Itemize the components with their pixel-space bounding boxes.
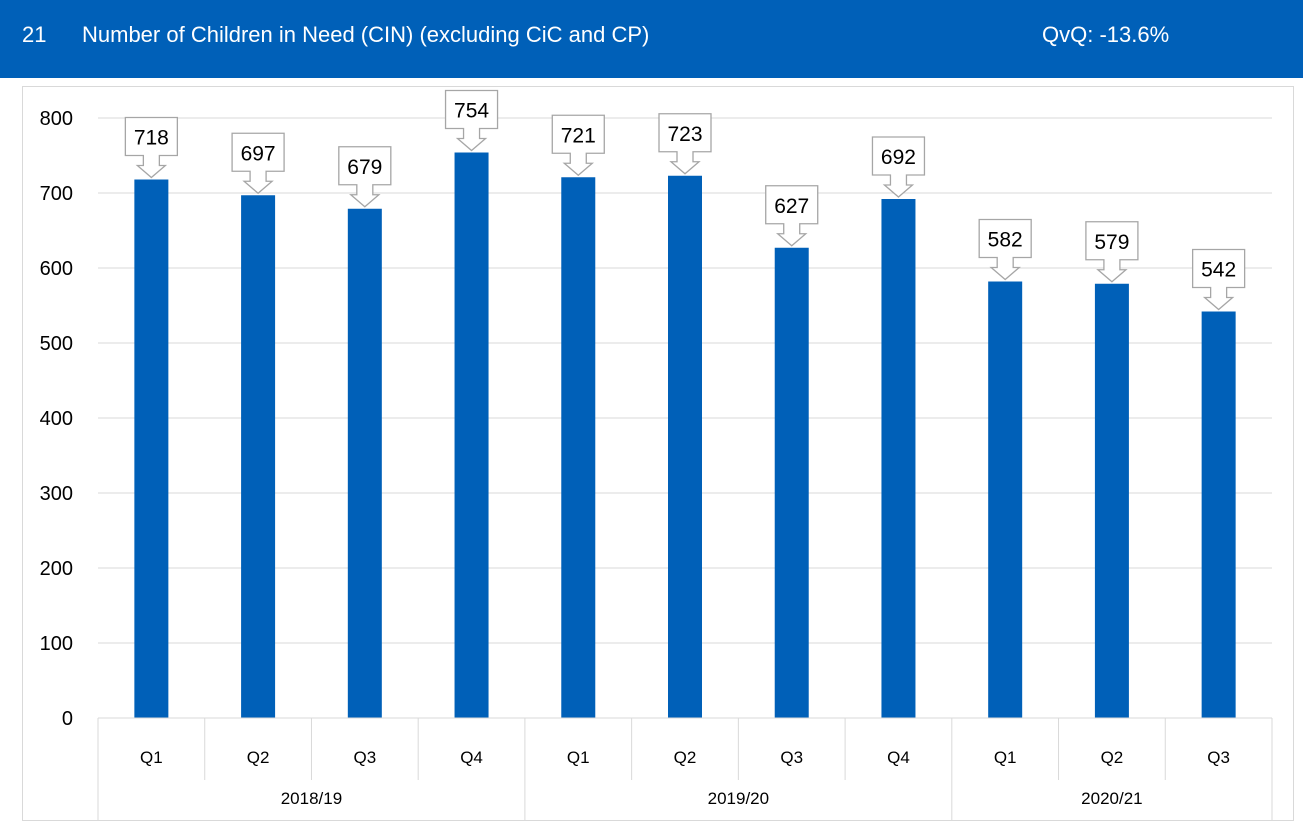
bars: [134, 152, 1236, 718]
data-label-callout: [871, 136, 926, 198]
x-tick-label: Q2: [1101, 748, 1124, 767]
data-label: 754: [454, 100, 489, 123]
data-label: 718: [134, 127, 169, 150]
chart-title: Number of Children in Need (CIN) (exclud…: [82, 22, 650, 47]
x-tick-label: Q1: [140, 748, 163, 767]
y-tick-label: 400: [40, 408, 73, 430]
qvq-change: QvQ: -13.6%: [1042, 22, 1170, 47]
y-tick-label: 600: [40, 258, 73, 280]
x-tick-label: Q4: [460, 748, 483, 767]
bar: [1094, 283, 1129, 718]
y-tick-label: 300: [40, 483, 73, 505]
x-tick-label: Q1: [567, 748, 590, 767]
data-label-callout: [978, 218, 1032, 281]
bar: [881, 199, 916, 718]
y-tick-label: 800: [40, 108, 73, 130]
data-label-callout: [551, 114, 605, 177]
data-label: 627: [774, 195, 809, 218]
data-label: 582: [988, 229, 1023, 252]
data-label: 679: [347, 156, 382, 179]
data-label-callout: [231, 132, 285, 195]
y-axis: 0 100 200 300 400 500 600 700 800: [40, 108, 73, 730]
data-label-callout: [1191, 248, 1246, 311]
data-labels: 718 697 679 754 721 723 627 692 582 579 542: [124, 89, 1246, 311]
x-tick-label: Q2: [674, 748, 697, 767]
x-tick-label: Q2: [247, 748, 270, 767]
x-tick-label: Q3: [353, 748, 376, 767]
x-group-label: 2019/20: [708, 789, 769, 808]
data-label-callout: [1085, 221, 1139, 283]
x-tick-label: Q3: [1207, 748, 1230, 767]
data-label-callout: [658, 113, 712, 175]
chart-frame: [22, 86, 1294, 821]
data-label: 579: [1094, 231, 1129, 254]
data-label-callout: [765, 185, 819, 247]
x-tick-label: Q1: [994, 748, 1017, 767]
x-tick-label: Q4: [887, 748, 910, 767]
x-tick-label: Q3: [780, 748, 803, 767]
data-label: 697: [241, 142, 276, 165]
bar: [347, 208, 382, 718]
chart-header: 21 Number of Children in Need (CIN) (exc…: [0, 0, 1303, 78]
bar: [1201, 311, 1236, 718]
data-label: 723: [667, 123, 702, 146]
data-label: 692: [881, 146, 916, 169]
bar: [134, 179, 169, 718]
x-group-label: 2018/19: [281, 789, 342, 808]
chart-number: 21: [22, 22, 47, 47]
y-tick-label: 700: [40, 183, 73, 205]
y-tick-label: 200: [40, 558, 73, 580]
data-label: 542: [1201, 259, 1236, 282]
bar: [241, 195, 276, 718]
data-label-callout: [444, 89, 499, 152]
y-tick-label: 500: [40, 333, 73, 355]
bar: [988, 281, 1023, 718]
bar: [668, 175, 702, 718]
data-label-callout: [124, 116, 179, 179]
x-group-label: 2020/21: [1081, 789, 1142, 808]
data-label: 721: [561, 124, 596, 147]
y-tick-label: 100: [40, 633, 73, 655]
y-tick-label: 0: [62, 708, 73, 730]
bar: [774, 247, 809, 718]
bar: [454, 152, 489, 718]
data-label-callout: [338, 146, 392, 208]
bar: [561, 177, 596, 718]
x-axis: Q1 Q2 Q3 Q4 Q1 Q2 Q3 Q4 Q1 Q2 Q3 2018/19 2019/20 2020…: [97, 717, 1273, 820]
